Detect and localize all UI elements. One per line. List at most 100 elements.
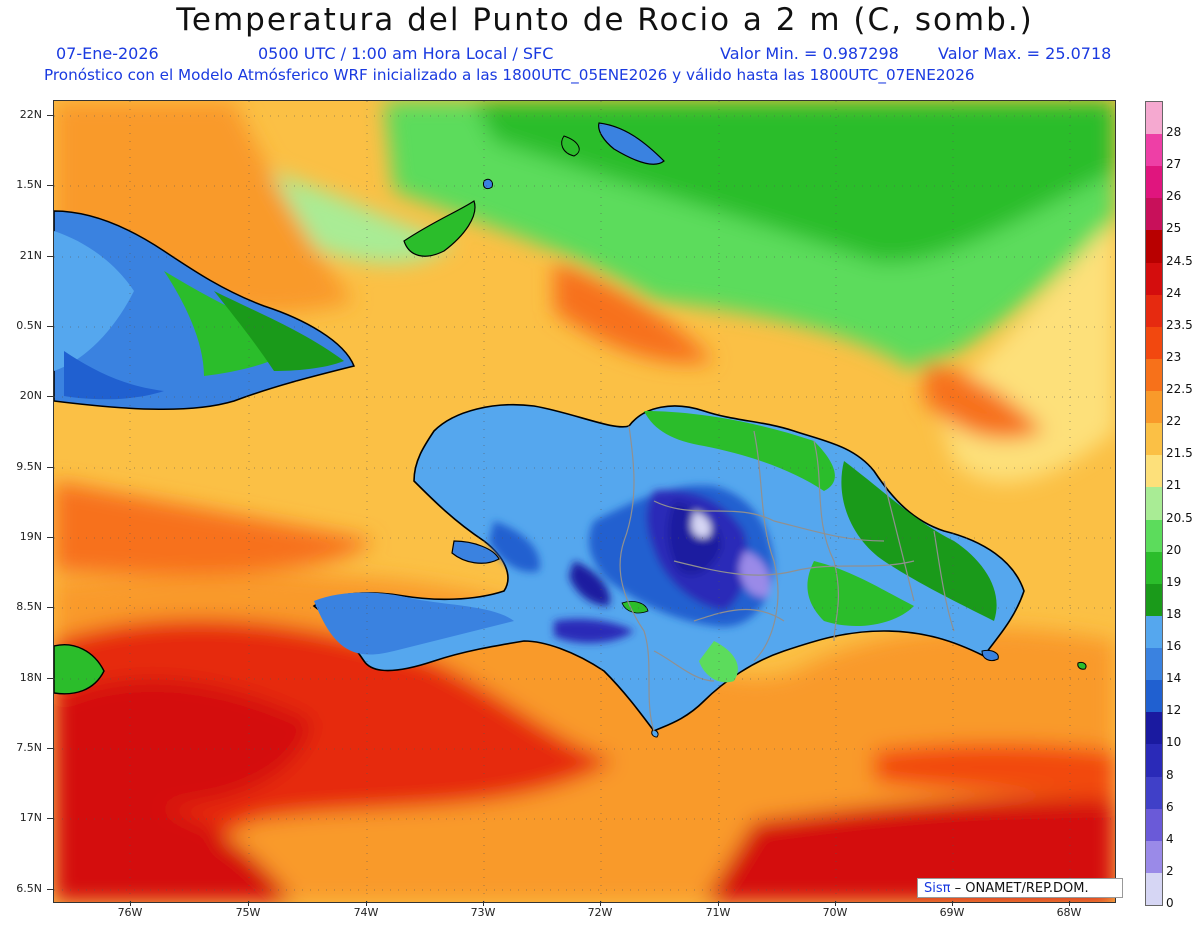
color-legend-label: 12 [1166,703,1182,718]
color-legend-swatch [1146,423,1162,456]
color-legend-label: 14 [1166,671,1182,686]
color-legend-label: 21 [1166,478,1182,493]
color-legend [1145,101,1163,906]
grid-lines [54,101,1115,902]
color-legend-swatch [1146,326,1162,360]
color-legend-swatch [1146,680,1162,713]
color-legend-swatch [1146,294,1162,328]
color-legend-swatch [1146,712,1162,745]
turks-caicos-islands [598,122,665,165]
color-legend-swatch [1146,198,1162,231]
lon-label: 71W [705,906,731,919]
color-legend-swatch [1146,840,1162,874]
model-info: Pronóstico con el Modelo Atmósferico WRF… [44,66,975,84]
credit-box: Sisπ – ONAMET/REP.DOM. [917,878,1123,898]
lon-label: 69W [939,906,965,919]
color-legend-swatch [1146,358,1162,392]
color-legend-swatch [1146,391,1162,424]
color-legend-label: 18 [1166,606,1182,621]
lat-label: 17N [19,811,42,824]
cuba-landmass [54,210,356,410]
lat-label: 1.5N [16,178,42,191]
lat-tick [47,185,53,186]
color-legend-swatch [1146,808,1162,842]
color-legend-label: 25 [1166,221,1182,236]
lat-tick [47,326,53,327]
color-legend-label: 20.5 [1166,510,1193,525]
credit-text: – ONAMET/REP.DOM. [954,881,1089,896]
lon-label: 73W [470,906,496,919]
lat-label: 21N [19,249,42,262]
color-legend-swatch [1146,519,1162,553]
max-value: Valor Max. = 25.0718 [938,44,1112,63]
color-legend-label: 6 [1166,799,1174,814]
lat-label: 0.5N [16,319,42,332]
color-legend-swatch [1146,648,1162,681]
lon-label: 76W [117,906,143,919]
color-legend-swatch [1146,166,1162,199]
forecast-date: 07-Ene-2026 [56,44,159,63]
lon-label: 75W [235,906,261,919]
lat-tick [47,889,53,890]
color-legend-label: 2 [1166,863,1174,878]
lat-label: 20N [19,389,42,402]
color-legend-label: 10 [1166,735,1182,750]
lon-tick [483,901,484,906]
color-legend-label: 8 [1166,767,1174,782]
lon-tick [952,901,953,906]
color-legend-swatch [1146,262,1162,296]
lat-label: 9.5N [16,460,42,473]
color-legend-swatch [1146,615,1162,649]
color-legend-label: 20 [1166,542,1182,557]
lon-tick [366,901,367,906]
color-legend-label: 23.5 [1166,317,1193,332]
mona-island [1077,662,1087,670]
lat-tick [47,467,53,468]
lon-label: 74W [353,906,379,919]
color-legend-swatch [1146,744,1162,777]
forecast-time: 0500 UTC / 1:00 am Hora Local / SFC [258,44,554,63]
dewpoint-map [53,100,1116,903]
color-legend-swatch [1146,551,1162,585]
lon-tick [130,901,131,906]
lat-tick [47,678,53,679]
color-legend-label: 0 [1166,896,1174,910]
min-value: Valor Min. = 0.987298 [720,44,899,63]
color-legend-label: 23 [1166,349,1182,364]
lat-label: 19N [19,530,42,543]
color-legend-label: 24.5 [1166,253,1193,268]
lat-label: 18N [19,671,42,684]
lon-label: 68W [1056,906,1082,919]
dewpoint-field [54,101,1115,902]
lat-label: 6.5N [16,882,42,895]
caicos-island [561,135,580,157]
color-legend-swatch [1146,487,1162,521]
lat-tick [47,818,53,819]
color-legend-label: 24 [1166,285,1182,300]
color-legend-label: 28 [1166,125,1182,140]
lat-tick [47,256,53,257]
lon-label: 70W [822,906,848,919]
color-legend-label: 4 [1166,831,1174,846]
color-legend-label: 22 [1166,414,1182,429]
lat-tick [47,537,53,538]
lat-tick [47,748,53,749]
lon-tick [835,901,836,906]
lon-label: 72W [587,906,613,919]
lon-tick [248,901,249,906]
lat-tick [47,115,53,116]
color-legend-swatch [1146,776,1162,810]
map-svg [54,101,1115,902]
lon-tick [718,901,719,906]
color-legend-label: 21.5 [1166,446,1193,461]
color-legend-swatch [1146,134,1162,167]
color-legend-label: 26 [1166,189,1182,204]
color-legend-label: 16 [1166,639,1182,654]
lat-label: 22N [19,108,42,121]
color-legend-label: 22.5 [1166,382,1193,397]
small-island [483,178,493,190]
color-legend-swatch [1146,102,1162,135]
lat-tick [47,396,53,397]
color-legend-swatch [1146,872,1162,906]
lat-label: 8.5N [16,600,42,613]
